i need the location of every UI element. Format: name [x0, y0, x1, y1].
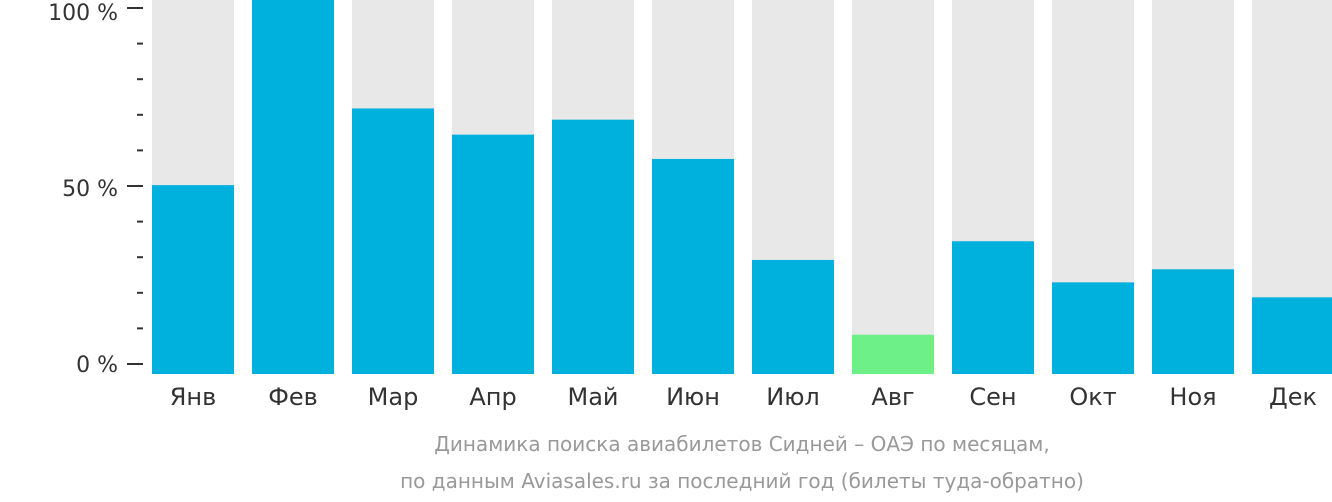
- bar-3: [352, 108, 434, 375]
- y-tick-label-0: 0 %: [76, 353, 118, 378]
- category-label: Май: [567, 383, 618, 411]
- bars: [152, 0, 1332, 375]
- y-axis: 100 % 50 % 0 %: [48, 1, 118, 378]
- category-label: Июн: [666, 383, 720, 411]
- category-label: Мар: [368, 383, 419, 411]
- category-label: Окт: [1069, 383, 1116, 411]
- bar-5: [552, 119, 634, 375]
- bar-background: [852, 0, 934, 374]
- bar-7: [752, 259, 834, 374]
- bar-11: [1152, 269, 1234, 374]
- category-label: Сен: [969, 383, 1016, 411]
- bar-6: [652, 158, 734, 374]
- y-tick-label-100: 100 %: [48, 1, 118, 26]
- category-label: Июл: [766, 383, 820, 411]
- bar-4: [452, 134, 534, 374]
- category-label: Ноя: [1169, 383, 1216, 411]
- bar-8: [852, 334, 934, 374]
- y-tick-label-50: 50 %: [62, 177, 118, 202]
- bar-9: [952, 241, 1034, 374]
- chart-caption-line-1: Динамика поиска авиабилетов Сидней – ОАЭ…: [434, 432, 1050, 456]
- category-label: Янв: [170, 383, 217, 411]
- y-ticks: [127, 7, 143, 365]
- chart-caption-line-2: по данным Aviasales.ru за последний год …: [400, 469, 1084, 493]
- bar-1: [152, 185, 234, 374]
- bar-10: [1052, 282, 1134, 374]
- bar-2: [252, 0, 334, 374]
- category-label: Дек: [1269, 383, 1317, 411]
- category-label: Фев: [268, 383, 318, 411]
- category-label: Авг: [871, 383, 914, 411]
- category-labels: Янв Фев Мар Апр Май Июн Июл Авг Сен Окт Ноя Дек: [170, 383, 1317, 411]
- category-label: Апр: [469, 383, 516, 411]
- bar-12: [1252, 297, 1332, 374]
